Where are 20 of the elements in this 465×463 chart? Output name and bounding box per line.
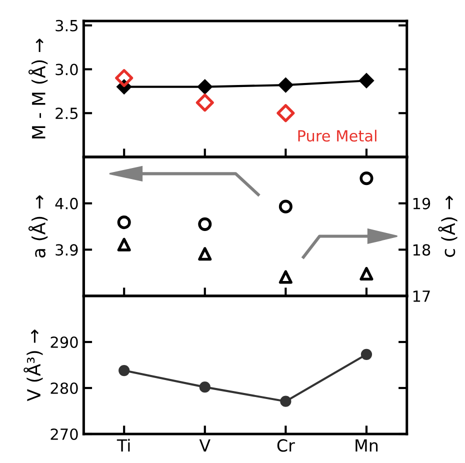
y2-axis-title: c (Å) → xyxy=(438,196,458,257)
y-tick-label: 3.5 xyxy=(56,20,78,32)
y-axis-title: M - M (Å) → xyxy=(28,38,48,138)
x-tick-label: Cr xyxy=(277,439,295,452)
y2-tick-label: 17 xyxy=(413,290,430,302)
y-tick-label: 2.5 xyxy=(56,108,78,120)
y-tick-label: 3.0 xyxy=(56,64,78,76)
y-tick-label: 3.9 xyxy=(56,244,78,256)
x-tick-label: V xyxy=(199,439,210,452)
x-tick-label: Ti xyxy=(116,438,130,452)
series-label: Pure Metal xyxy=(298,130,376,142)
y-tick-label: 4.0 xyxy=(55,198,78,210)
y-tick-label: 280 xyxy=(50,382,78,394)
y-tick-label: 270 xyxy=(50,428,78,440)
y-axis-title: V (Å³) → xyxy=(24,330,43,402)
y2-tick-label: 18 xyxy=(413,244,430,256)
y2-tick-label: 19 xyxy=(413,198,430,210)
y-axis-title: a (Å) → xyxy=(28,195,48,258)
x-tick-label: Mn xyxy=(356,439,378,452)
y-tick-label: 290 xyxy=(50,336,78,348)
